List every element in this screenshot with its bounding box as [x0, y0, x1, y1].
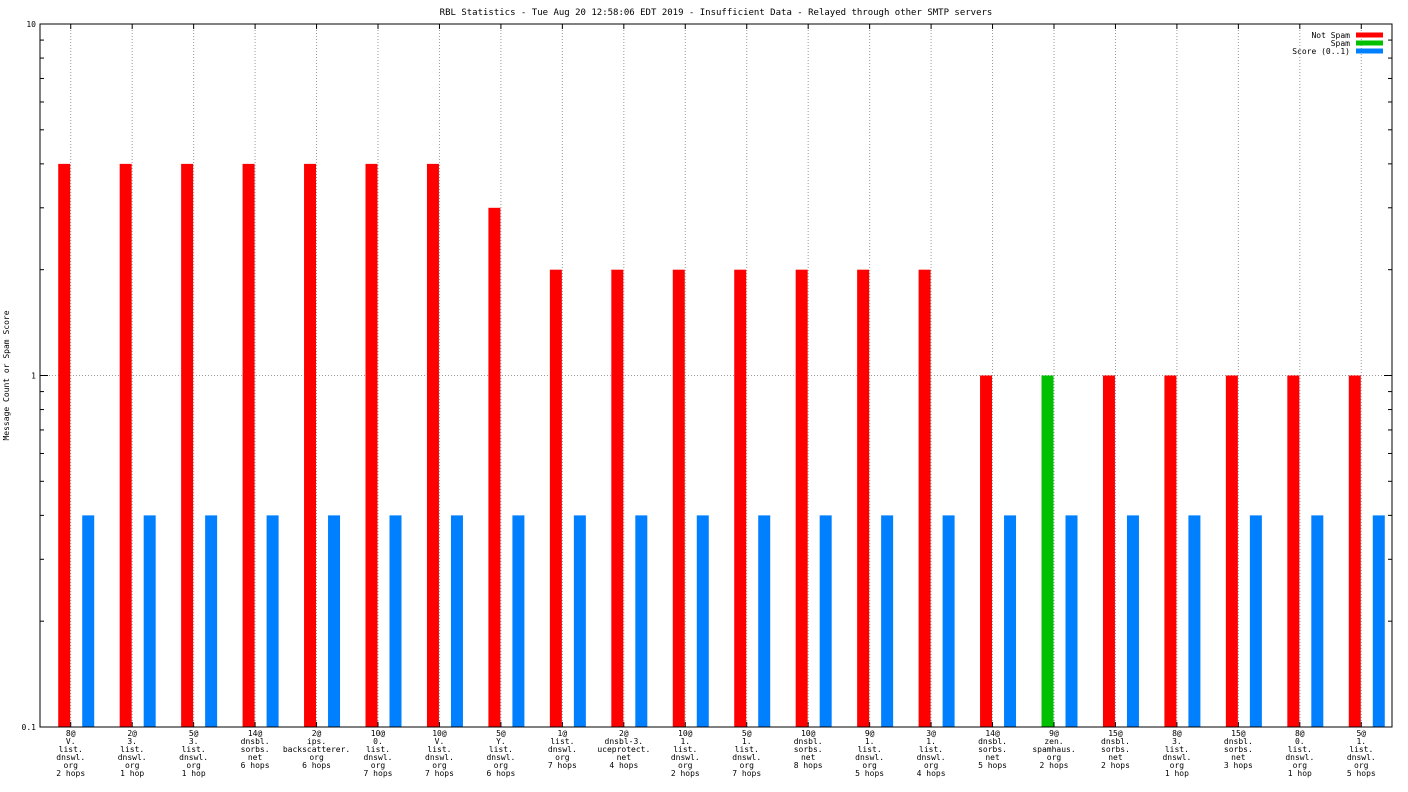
bar-score-0-1: [696, 515, 709, 727]
bar-not-spam: [672, 269, 685, 727]
bar-score-0-1: [881, 515, 894, 727]
bar-not-spam: [1102, 375, 1115, 727]
x-tick-label: 9@ zen. spamhaus. org 2 hops: [1032, 729, 1075, 770]
bar-score-0-1: [328, 515, 341, 727]
bar-score-0-1: [1126, 515, 1139, 727]
bar-not-spam: [1287, 375, 1300, 727]
x-tick-label: 5@ 1. list. dnswl. org 5 hops: [1347, 729, 1376, 778]
bar-score-0-1: [758, 515, 771, 727]
bar-score-0-1: [819, 515, 832, 727]
x-tick-label: 5@ Y. list. dnswl. org 6 hops: [486, 729, 515, 778]
x-tick-label: 2@ dnsbl-3. uceprotect. net 4 hops: [597, 729, 650, 770]
x-tick-label: 15@ dnsbl. sorbs. net 3 hops: [1224, 729, 1253, 770]
bars: [58, 163, 1385, 728]
bar-score-0-1: [635, 515, 648, 727]
bar-score-0-1: [512, 515, 525, 727]
axis-ticks: 0.1 1 10: [22, 20, 1392, 732]
legend-swatch: [1356, 40, 1383, 46]
x-tick-label: 8@ V. list. dnswl. org 2 hops: [56, 729, 85, 778]
y-tick-label: 0.1: [22, 723, 37, 732]
bar-not-spam: [304, 163, 317, 727]
y-tick-label: 10: [26, 20, 36, 29]
bar-score-0-1: [1065, 515, 1078, 727]
x-tick-label: 1@ list. dnswl. org 7 hops: [548, 729, 577, 770]
bar-score-0-1: [1249, 515, 1262, 727]
x-tick-label: 5@ 1. list. dnswl. org 7 hops: [732, 729, 761, 778]
bar-score-0-1: [266, 515, 279, 727]
bar-score-0-1: [82, 515, 95, 727]
bar-not-spam: [734, 269, 747, 727]
bar-not-spam: [795, 269, 808, 727]
bar-score-0-1: [1188, 515, 1201, 727]
bar-not-spam: [1348, 375, 1361, 727]
x-tick-label: 8@ 0. list. dnswl. org 1 hop: [1285, 729, 1314, 778]
x-tick-label: 5@ 3. list. dnswl. org 1 hop: [179, 729, 208, 778]
x-tick-label: 14@ dnsbl. sorbs. net 6 hops: [241, 729, 270, 770]
x-tick-label: 10@ V. list. dnswl. org 7 hops: [425, 729, 454, 778]
x-tick-label: 3@ 1. list. dnswl. org 4 hops: [917, 729, 946, 778]
bar-not-spam: [918, 269, 931, 727]
bar-score-0-1: [1311, 515, 1324, 727]
x-tick-label: 9@ 1. list. dnswl. org 5 hops: [855, 729, 884, 778]
bar-not-spam: [611, 269, 624, 727]
bar-not-spam: [488, 207, 501, 728]
x-tick-label: 10@ 1. list. dnswl. org 2 hops: [671, 729, 700, 778]
bar-not-spam: [119, 163, 132, 727]
legend-swatch: [1356, 32, 1383, 38]
bar-score-0-1: [942, 515, 955, 727]
bar-score-0-1: [450, 515, 463, 727]
bar-not-spam: [426, 163, 439, 727]
bar-not-spam: [365, 163, 378, 727]
legend-label: Spam: [1331, 39, 1350, 48]
legend-label: Score (0..1): [1292, 47, 1350, 56]
x-tick-label: 8@ 3. list. dnswl. org 1 hop: [1162, 729, 1191, 778]
x-tick-label: 15@ dnsbl. sorbs. net 2 hops: [1101, 729, 1130, 770]
chart-title: RBL Statistics - Tue Aug 20 12:58:06 EDT…: [440, 8, 993, 18]
grid-lines: [40, 24, 1392, 727]
category-labels: 8@ V. list. dnswl. org 2 hops 2@ 3. list. dnswl. o…: [56, 729, 1376, 778]
y-axis-label: Message Count or Spam Score: [2, 310, 11, 440]
bar-spam: [1041, 375, 1054, 727]
x-tick-label: 10@ 0. list. dnswl. org 7 hops: [364, 729, 393, 778]
y-tick-label: 1: [31, 372, 36, 381]
x-tick-label: 2@ ips. backscatterer. org 6 hops: [283, 729, 350, 770]
bar-not-spam: [1225, 375, 1238, 727]
bar-not-spam: [58, 163, 71, 727]
bar-not-spam: [980, 375, 993, 727]
x-tick-label: 14@ dnsbl. sorbs. net 5 hops: [978, 729, 1007, 770]
bar-score-0-1: [1004, 515, 1017, 727]
bar-score-0-1: [1372, 515, 1385, 727]
bar-not-spam: [242, 163, 255, 727]
bar-score-0-1: [573, 515, 586, 727]
bar-score-0-1: [205, 515, 218, 727]
bar-not-spam: [857, 269, 870, 727]
bar-not-spam: [1164, 375, 1177, 727]
legend-label: Not Spam: [1311, 31, 1350, 40]
x-tick-label: 10@ dnsbl. sorbs. net 8 hops: [794, 729, 823, 770]
bar-score-0-1: [143, 515, 156, 727]
bar-not-spam: [549, 269, 562, 727]
legend-swatch: [1356, 48, 1383, 54]
bar-not-spam: [181, 163, 194, 727]
bar-score-0-1: [389, 515, 402, 727]
x-tick-label: 2@ 3. list. dnswl. org 1 hop: [118, 729, 147, 778]
